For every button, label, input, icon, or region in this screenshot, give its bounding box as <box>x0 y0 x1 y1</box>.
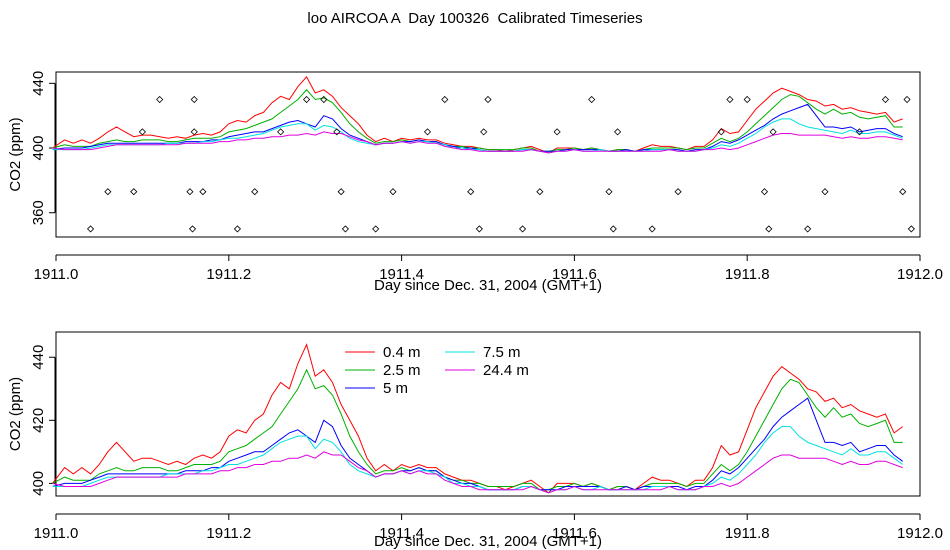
x-tick-label: 1911.2 <box>206 525 251 542</box>
x-tick-label: 1911.0 <box>34 266 79 283</box>
y-tick-label: 360 <box>30 200 47 225</box>
x-tick-label: 1911.8 <box>725 525 770 542</box>
marker-point <box>614 128 622 136</box>
marker-point <box>341 225 350 233</box>
marker-point <box>605 188 613 196</box>
legend-label: 7.5 m <box>483 344 521 361</box>
marker-point <box>104 188 112 196</box>
marker-point <box>475 225 483 233</box>
y-tick-label: 420 <box>30 408 47 433</box>
marker-point <box>423 128 432 136</box>
marker-point <box>186 188 194 196</box>
bottom-panel: 400 420 440 1911.0 1911.2 1911.4 1911.6 1911.8… <box>7 331 943 550</box>
marker-point <box>765 225 773 233</box>
top-y-axis: 360 400 440 <box>30 71 56 225</box>
top-plot-frame <box>55 71 921 238</box>
x-tick-label: 1911.8 <box>725 266 770 283</box>
x-tick-label: 1911.0 <box>34 525 79 542</box>
marker-point <box>821 188 829 196</box>
top-panel: 360 400 440 1911.0 1911.2 1911.4 1911.6 1911.8… <box>7 71 943 294</box>
marker-point <box>190 95 198 104</box>
series-line-24-4-m <box>52 131 903 154</box>
y-tick-label: 400 <box>30 136 47 161</box>
marker-point <box>199 188 207 196</box>
marker-point <box>320 95 328 104</box>
marker-point <box>717 128 725 136</box>
marker-point <box>372 225 380 233</box>
x-tick-label: 1911.6 <box>552 525 597 542</box>
top-series-lines <box>52 76 903 154</box>
x-tick-label: 1912.0 <box>897 266 943 283</box>
marker-point <box>903 95 911 104</box>
x-tick-label: 1911.2 <box>206 266 251 283</box>
x-tick-label: 1912.0 <box>897 525 943 542</box>
marker-point <box>86 225 95 233</box>
series-line-7-5-m <box>52 426 903 494</box>
bottom-y-axis: 400 420 440 <box>30 345 56 496</box>
top-markers <box>86 95 915 233</box>
marker-point <box>277 128 285 136</box>
page-title: loo AIRCOA A Day 100326 Calibrated Times… <box>307 10 643 27</box>
marker-point <box>484 95 492 104</box>
marker-point <box>441 95 449 104</box>
marker-point <box>190 128 198 136</box>
y-tick-label: 440 <box>30 71 47 96</box>
x-tick-label: 1911.6 <box>552 266 597 283</box>
marker-point <box>467 188 475 196</box>
series-line-2-5-m <box>52 89 903 152</box>
series-line-0-4-m <box>52 343 903 494</box>
bottom-x-axis: 1911.0 1911.2 1911.4 1911.6 1911.8 1912.0 <box>34 513 943 542</box>
marker-point <box>188 225 197 233</box>
marker-point <box>553 128 561 136</box>
marker-point <box>899 188 907 196</box>
bottom-plot-frame <box>55 331 921 497</box>
legend-label: 2.5 m <box>383 362 421 379</box>
marker-point <box>480 128 488 136</box>
bottom-series-lines <box>52 343 903 494</box>
marker-point <box>743 95 751 104</box>
marker-point <box>907 225 915 233</box>
series-line-2-5-m <box>52 368 903 491</box>
marker-point <box>389 188 397 196</box>
marker-point <box>536 188 544 196</box>
top-x-axis-label: Day since Dec. 31, 2004 (GMT+1) <box>374 277 602 294</box>
marker-point <box>138 128 146 136</box>
marker-point <box>881 95 890 104</box>
marker-point <box>609 225 617 233</box>
marker-point <box>156 95 164 104</box>
marker-point <box>251 188 259 196</box>
series-line-7-5-m <box>52 118 903 154</box>
marker-point <box>233 225 242 233</box>
marker-point <box>337 188 345 196</box>
series-line-24-4-m <box>52 451 903 494</box>
marker-point <box>130 188 138 196</box>
y-tick-label: 440 <box>30 345 47 370</box>
x-tick-label: 1911.4 <box>379 266 424 283</box>
legend-label: 0.4 m <box>383 344 421 361</box>
bottom-x-axis-label: Day since Dec. 31, 2004 (GMT+1) <box>374 533 602 550</box>
marker-point <box>333 128 341 136</box>
bottom-y-axis-label: CO2 (ppm) <box>7 377 24 451</box>
top-y-axis-label: CO2 (ppm) <box>7 117 24 191</box>
legend-label: 24.4 m <box>483 362 529 379</box>
marker-point <box>855 128 864 136</box>
marker-point <box>769 128 777 136</box>
marker-point <box>588 95 596 104</box>
marker-point <box>674 188 682 196</box>
marker-point <box>648 225 656 233</box>
x-tick-label: 1911.4 <box>379 525 424 542</box>
marker-point <box>804 225 812 233</box>
top-x-axis: 1911.0 1911.2 1911.4 1911.6 1911.8 1912.0 <box>34 254 943 283</box>
marker-point <box>302 95 311 104</box>
y-tick-label: 400 <box>30 471 47 496</box>
marker-point <box>760 188 769 196</box>
legend-label: 5 m <box>383 380 408 397</box>
marker-point <box>518 225 527 233</box>
marker-point <box>726 95 734 104</box>
legend: 0.4 m2.5 m5 m 7.5 m24.4 m <box>345 344 529 397</box>
